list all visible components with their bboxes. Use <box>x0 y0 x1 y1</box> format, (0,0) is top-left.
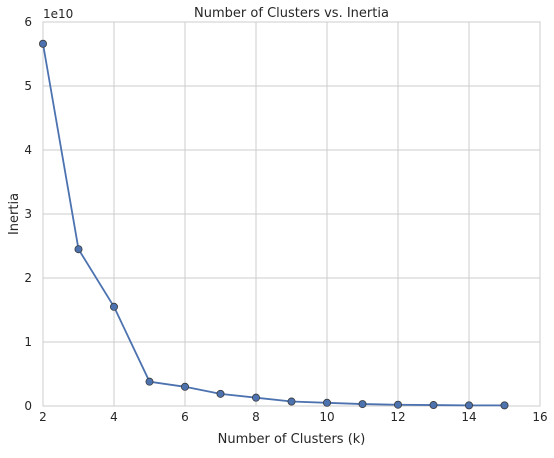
grid-lines <box>42 21 541 407</box>
x-tick-label: 14 <box>461 410 476 424</box>
plot-area-frame <box>42 21 541 407</box>
x-tick-label: 12 <box>390 410 405 424</box>
data-point <box>216 389 225 398</box>
x-tick-label: 16 <box>532 410 547 424</box>
data-point <box>358 400 367 409</box>
y-tick-label: 2 <box>24 271 32 285</box>
x-tick-label: 10 <box>319 410 334 424</box>
y-tick-label: 0 <box>24 399 32 413</box>
y-axis-label: Inertia <box>7 193 22 235</box>
x-tick-label: 4 <box>110 410 118 424</box>
data-point <box>180 382 189 391</box>
y-tick-label: 4 <box>24 143 32 157</box>
data-point <box>145 377 154 386</box>
data-point <box>322 398 331 407</box>
chart-title: Number of Clusters vs. Inertia <box>194 6 389 21</box>
x-tick-label: 6 <box>181 410 189 424</box>
data-point <box>287 397 296 406</box>
series-line <box>42 43 505 407</box>
y-tick-label: 5 <box>24 79 32 93</box>
x-tick-label: 2 <box>39 410 47 424</box>
y-axis-exponent-label: 1e10 <box>43 7 73 21</box>
y-tick-label: 6 <box>24 15 32 29</box>
data-point <box>74 245 83 254</box>
data-point <box>464 401 473 410</box>
data-point <box>251 393 260 402</box>
y-tick-label: 1 <box>24 335 32 349</box>
y-tick-label: 3 <box>24 207 32 221</box>
x-tick-label: 8 <box>252 410 260 424</box>
data-point <box>393 400 402 409</box>
series-layer <box>39 39 509 410</box>
data-point <box>429 401 438 410</box>
data-point <box>500 401 509 410</box>
data-point <box>39 39 48 48</box>
data-point <box>110 302 119 311</box>
x-axis-label: Number of Clusters (k) <box>218 432 366 447</box>
